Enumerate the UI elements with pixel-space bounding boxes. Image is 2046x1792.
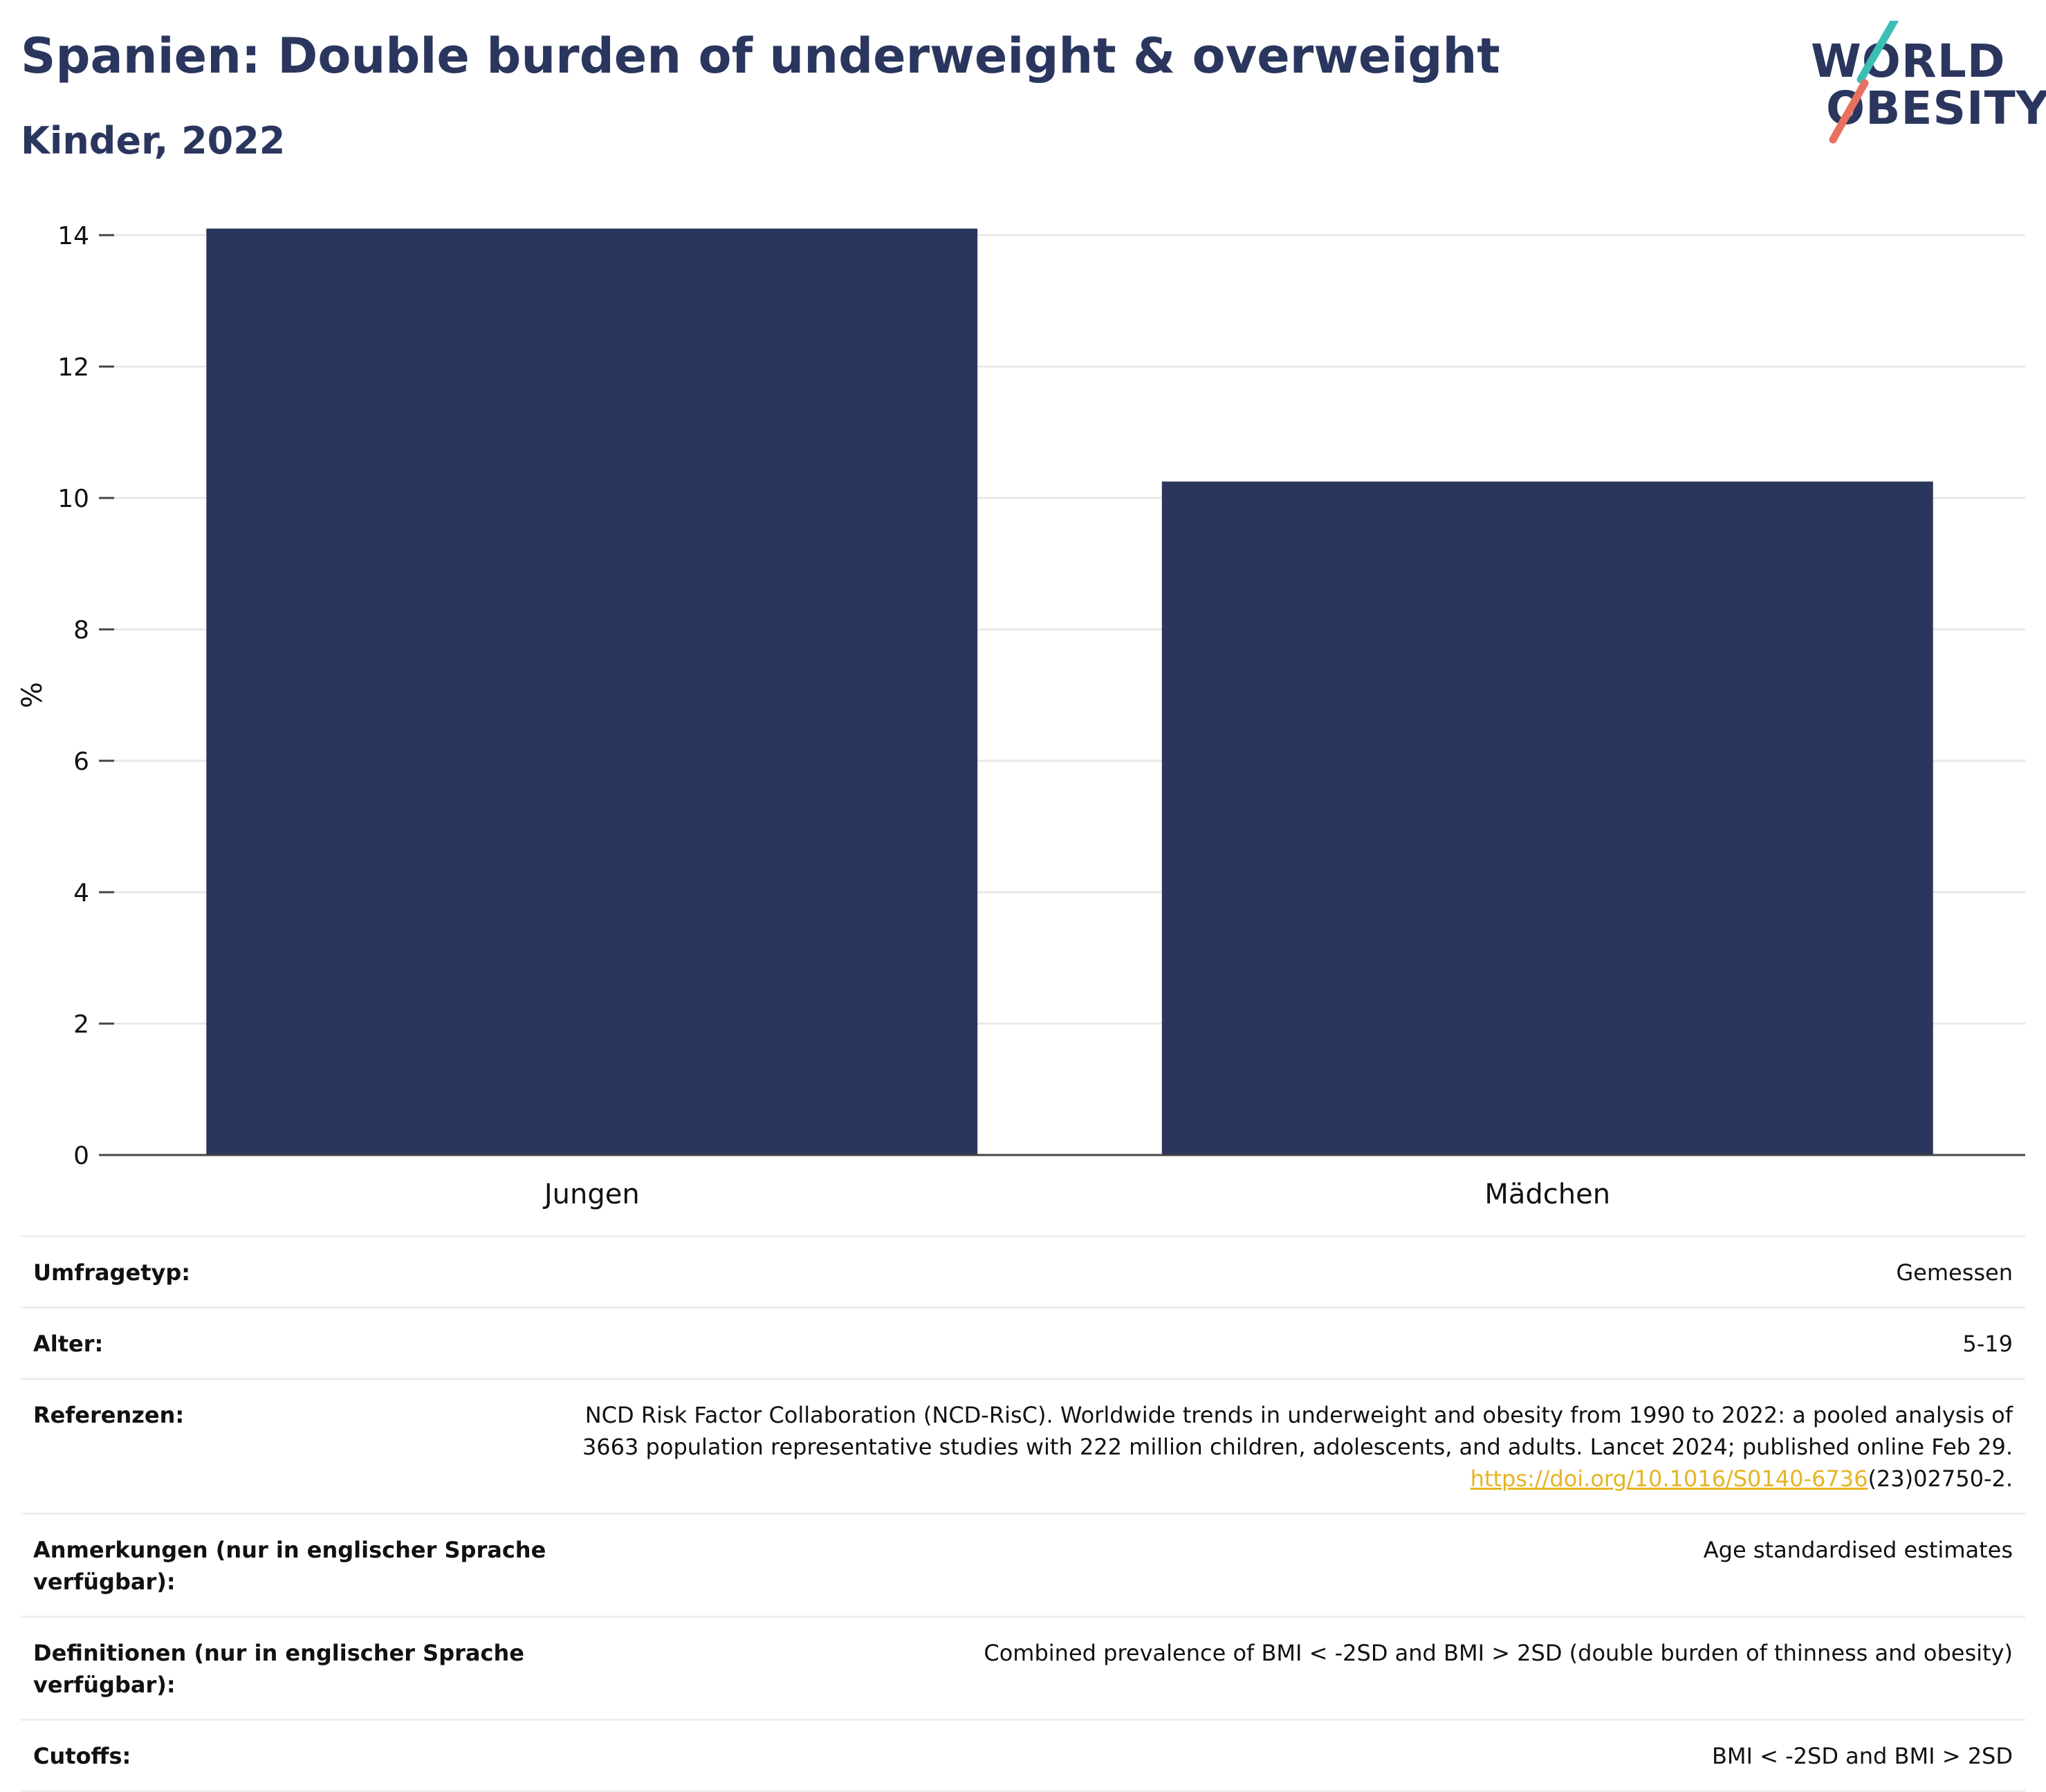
age-value: 5-19 — [1962, 1331, 2013, 1357]
age-label: Alter: — [33, 1331, 104, 1357]
meta-row-age: Alter: 5-19 — [21, 1306, 2025, 1378]
logo-text-world: WORLD — [1811, 35, 2006, 88]
meta-row-notes: Anmerkungen (nur in englischer Sprache v… — [21, 1513, 2025, 1616]
references-label: Referenzen: — [33, 1402, 185, 1428]
x-tick-label: Jungen — [542, 1179, 640, 1210]
bar-1 — [1161, 481, 1933, 1155]
notes-value: Age standardised estimates — [1703, 1537, 2013, 1563]
cutoffs-label: Cutoffs: — [33, 1743, 131, 1769]
bar-chart: 0 2 4 6 8 10 12 14 Jungen Mädchen % — [17, 222, 2025, 1210]
logo-slash-icon — [1829, 21, 1899, 144]
y-tick-label: 4 — [73, 879, 89, 907]
references-value: NCD Risk Factor Collaboration (NCD-RisC)… — [559, 1399, 2013, 1495]
notes-label: Anmerkungen (nur in englischer Sprache v… — [33, 1537, 546, 1595]
meta-row-survey: Umfragetyp: Gemessen — [21, 1235, 2025, 1306]
survey-label: Umfragetyp: — [33, 1259, 191, 1286]
y-tick-label: 2 — [73, 1010, 89, 1039]
y-axis-label: % — [17, 682, 48, 708]
chart-title: Spanien: Double burden of underweight & … — [21, 28, 1500, 84]
y-tick-label: 6 — [73, 748, 89, 776]
meta-row-cutoffs: Cutoffs: BMI < -2SD and BMI > 2SD — [21, 1719, 2025, 1792]
y-tick-label: 10 — [57, 485, 89, 513]
y-axis-ticks: 0 2 4 6 8 10 12 14 — [57, 222, 89, 1170]
references-line-1: NCD Risk Factor Collaboration (NCD-RisC)… — [584, 1402, 2013, 1428]
x-axis-ticks: Jungen Mädchen — [542, 1179, 1610, 1210]
cutoffs-value: BMI < -2SD and BMI > 2SD — [1711, 1743, 2013, 1769]
bar-0 — [206, 228, 978, 1155]
meta-row-references: Referenzen: NCD Risk Factor Collaboratio… — [21, 1378, 2025, 1513]
references-line-3: https://doi.org/10.1016/S0140-6736(23)02… — [559, 1463, 2013, 1495]
y-tick-label: 14 — [57, 222, 89, 250]
y-tick-label: 12 — [57, 353, 89, 382]
definitions-value: Combined prevalence of BMI < -2SD and BM… — [984, 1640, 2013, 1666]
meta-row-definitions: Definitionen (nur in englischer Sprache … — [21, 1616, 2025, 1719]
metadata-table: Umfragetyp: Gemessen Alter: 5-19 Referen… — [21, 1235, 2025, 1792]
y-tick-label: 8 — [73, 616, 89, 645]
survey-value: Gemessen — [1896, 1259, 2013, 1286]
doi-link[interactable]: https://doi.org/10.1016/S0140-6736 — [1470, 1466, 1868, 1492]
world-obesity-logo: WORLD OBESITY — [1805, 21, 2046, 145]
doi-suffix: (23)02750-2. — [1868, 1466, 2013, 1492]
x-tick-label: Mädchen — [1484, 1179, 1610, 1210]
definitions-label: Definitionen (nur in englischer Sprache … — [33, 1640, 524, 1698]
chart-subtitle: Kinder, 2022 — [21, 119, 286, 163]
y-tick-label: 0 — [73, 1142, 89, 1170]
bars — [206, 228, 1933, 1155]
references-line-2: 3663 population representative studies w… — [582, 1434, 2013, 1460]
